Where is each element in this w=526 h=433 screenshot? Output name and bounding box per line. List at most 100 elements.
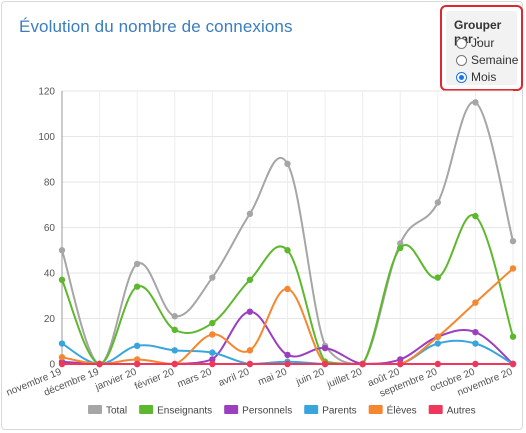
data-point (472, 328, 479, 336)
radio-mois[interactable]: Mois (456, 69, 496, 85)
data-point (209, 331, 216, 338)
data-point (434, 340, 442, 347)
legend-item: Total (88, 405, 127, 417)
y-tick-label: 100 (38, 132, 55, 143)
data-point (58, 353, 66, 361)
x-tick-label: mai 20 (257, 366, 289, 388)
data-point (133, 360, 141, 368)
data-point (171, 326, 178, 334)
data-point (58, 247, 66, 254)
legend-label: Parents (322, 406, 356, 417)
legend-label: Personnels (242, 406, 292, 417)
data-point (284, 360, 291, 368)
radio-button[interactable] (456, 54, 467, 66)
x-tick-label: février 20 (133, 366, 176, 392)
x-tick-label: janvier 20 (93, 366, 139, 393)
x-tick-label: juin 20 (294, 366, 327, 388)
legend-item: Élèves (368, 404, 417, 417)
data-point (472, 99, 479, 106)
legend-item: Personnels (224, 405, 292, 417)
data-point (321, 360, 329, 368)
radio-label: Jour (471, 36, 495, 50)
legend-label: Autres (447, 406, 476, 417)
series-line (61, 214, 514, 366)
legend-swatch (368, 405, 383, 414)
data-point (133, 260, 141, 268)
data-point (284, 351, 291, 359)
data-point (284, 285, 291, 293)
series-line (61, 101, 514, 366)
y-tick-label: 20 (44, 314, 56, 325)
data-point (209, 356, 216, 363)
data-point (509, 333, 517, 340)
data-point (209, 274, 216, 281)
y-tick-label: 60 (44, 223, 56, 234)
data-point (397, 244, 404, 252)
data-point (434, 274, 442, 281)
legend-swatch (139, 405, 154, 414)
radio-jour[interactable]: Jour (456, 35, 494, 51)
data-point (246, 308, 254, 315)
legend-label: Élèves (387, 404, 417, 417)
data-point (209, 360, 216, 368)
data-point (246, 360, 254, 368)
data-point (472, 340, 479, 347)
data-point (133, 283, 141, 290)
legend-label: Total (106, 406, 127, 417)
x-tick-label: avril 20 (217, 366, 251, 388)
y-tick-label: 40 (44, 269, 56, 280)
data-point (472, 212, 479, 220)
radio-label: Semaine (471, 53, 519, 67)
data-point (209, 349, 216, 356)
data-point (171, 360, 178, 368)
legend-swatch (88, 405, 102, 414)
data-point (58, 276, 66, 284)
data-point (321, 344, 329, 352)
radio-button[interactable] (456, 37, 467, 49)
data-point (472, 360, 479, 368)
data-point (246, 276, 254, 284)
data-point (434, 199, 442, 206)
data-point (397, 356, 404, 363)
data-point (133, 342, 141, 349)
y-tick-label: 120 (38, 87, 55, 98)
data-point (284, 247, 291, 254)
y-tick-label: 80 (44, 178, 56, 189)
legend-swatch (304, 405, 319, 414)
page-title: Évolution du nombre de connexions (19, 17, 293, 36)
legend-item: Autres (428, 405, 476, 417)
data-point (472, 299, 479, 306)
data-point (171, 313, 178, 320)
data-point (58, 360, 66, 368)
x-tick-label: mars 20 (176, 366, 214, 390)
data-point (171, 347, 178, 354)
legend-swatch (428, 405, 443, 414)
data-point (509, 265, 517, 272)
data-point (58, 340, 66, 347)
x-tick-label: juillet 20 (325, 366, 364, 390)
data-point (246, 347, 254, 354)
data-point (359, 360, 366, 368)
data-point (284, 160, 291, 167)
legend-item: Enseignants (139, 405, 212, 417)
data-point (209, 319, 216, 327)
group-by-panel: Grouper par : Jour Semaine Mois (446, 11, 518, 85)
radio-semaine[interactable]: Semaine (456, 52, 518, 68)
radio-label: Mois (471, 70, 497, 84)
group-by-box: Grouper par : Jour Semaine Mois (440, 5, 523, 91)
y-tick-label: 0 (49, 360, 55, 371)
data-point (96, 360, 103, 368)
data-point (246, 210, 254, 218)
legend-swatch (224, 405, 239, 414)
data-point (397, 360, 404, 368)
legend-label: Enseignants (157, 406, 212, 417)
data-point (509, 360, 517, 368)
data-point (397, 240, 404, 247)
data-point (133, 356, 141, 363)
radio-button[interactable] (456, 71, 467, 83)
data-point (434, 360, 442, 368)
legend-item: Parents (304, 405, 357, 417)
data-point (434, 333, 442, 340)
